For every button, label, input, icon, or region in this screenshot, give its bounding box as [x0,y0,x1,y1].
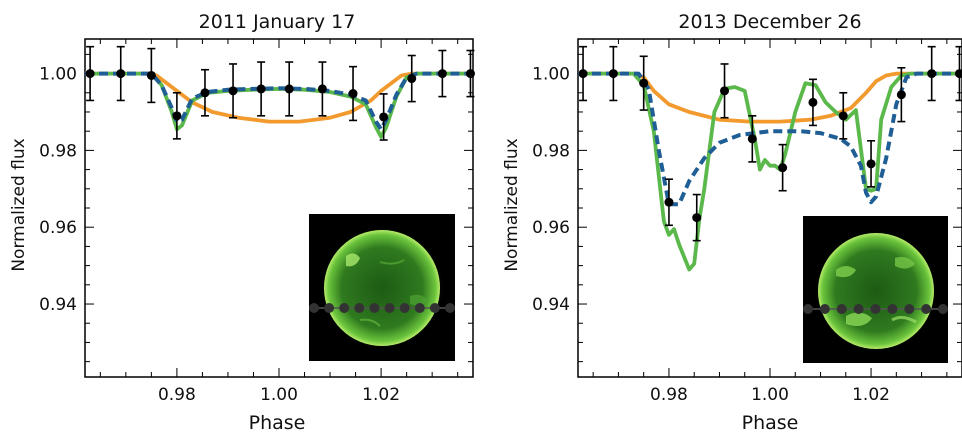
data-point [896,90,906,100]
data-point [720,86,730,96]
data-point [608,69,618,79]
data-point [664,197,674,207]
transit-dot [309,303,319,313]
y-tick-label: 0.96 [532,218,570,238]
sun-filament [359,318,381,327]
transit-dot [414,303,425,313]
data-points [578,45,962,242]
sun-filament [379,259,405,265]
transit-path [309,303,455,313]
chart-title: 2013 December 26 [678,11,861,33]
x-tick-label: 1.00 [260,385,298,405]
model-curves [85,71,473,139]
y-tick-label: 1.00 [39,65,77,85]
data-point [407,74,417,84]
x-axis-label: Phase [249,412,306,434]
y-axis-label: Normalized flux [9,138,29,271]
transit-dot [399,303,410,313]
transit-dot [384,303,395,313]
data-point [348,89,358,99]
transit-dot [339,303,350,313]
blue-model-curve [578,71,962,207]
transit-dot [938,304,948,314]
data-point [317,84,327,94]
y-ticks: 0.94 0.96 0.98 1.00 [39,53,473,363]
data-points [85,45,475,141]
orange-model-curve [578,71,962,124]
data-point [692,213,702,223]
transit-dot [324,303,335,313]
sun-active-region [836,266,856,278]
data-point [866,159,876,169]
orange-model-curve [85,71,473,124]
data-point [578,69,588,79]
data-point [465,69,475,79]
data-point [838,111,848,121]
data-point [379,112,389,122]
x-ticks: 0.98 1.00 1.02 [99,39,459,405]
data-point [256,84,266,94]
y-tick-label: 0.94 [39,295,77,315]
sun-active-region [846,312,872,326]
transit-dot [836,304,847,314]
sun-disk [818,233,934,349]
sun-active-region [895,256,915,269]
y-ticks: 0.94 0.96 0.98 1.00 [532,53,962,363]
transit-dot [819,304,830,314]
sun-active-region [410,294,428,306]
transit-path [803,304,948,314]
data-point [228,86,238,96]
transit-dot [369,303,380,313]
y-tick-label: 0.98 [532,141,570,161]
data-point [200,88,210,98]
transit-dot [887,304,898,314]
transit-dot [870,304,881,314]
y-tick-label: 0.94 [532,295,570,315]
transit-dot [354,303,365,313]
transit-dot [853,304,864,314]
data-point [85,69,95,79]
data-point [284,84,294,94]
data-point [747,134,757,144]
data-point [116,69,126,79]
data-point [954,69,962,79]
data-point [808,97,818,107]
data-point [778,163,788,173]
data-point [639,78,649,88]
x-tick-label: 1.00 [751,385,789,405]
y-tick-label: 1.00 [532,65,570,85]
sun-active-region [346,253,360,267]
x-ticks: 0.98 1.00 1.02 [592,39,948,405]
x-tick-label: 1.02 [852,385,890,405]
green-model-curve [85,71,473,139]
data-point [437,69,447,79]
chart-panel-left: 2011 January 17 Phase Normalized flux 0.… [9,11,475,434]
inset-sun-image [803,216,948,363]
green-model-curve [578,71,962,272]
transit-dot [921,304,932,314]
y-tick-label: 0.96 [39,218,77,238]
x-tick-label: 0.98 [650,385,688,405]
sun-disk [324,230,440,346]
y-tick-label: 0.98 [39,141,77,161]
x-tick-label: 0.98 [158,385,196,405]
data-point [927,69,937,79]
x-tick-label: 1.02 [362,385,400,405]
x-axis-label: Phase [742,412,799,434]
transit-dot [904,304,915,314]
data-point [146,70,156,80]
inset-sun-image [309,214,455,361]
transit-dot [429,303,440,313]
y-axis-label: Normalized flux [502,138,522,271]
data-point [172,111,182,121]
chart-panel-right: 2013 December 26 Phase Normalized flux 0… [502,11,962,434]
chart-title: 2011 January 17 [199,11,356,33]
sun-filament [891,315,917,324]
transit-dot [803,304,813,314]
transit-dot [445,303,455,313]
model-curves [578,71,962,272]
